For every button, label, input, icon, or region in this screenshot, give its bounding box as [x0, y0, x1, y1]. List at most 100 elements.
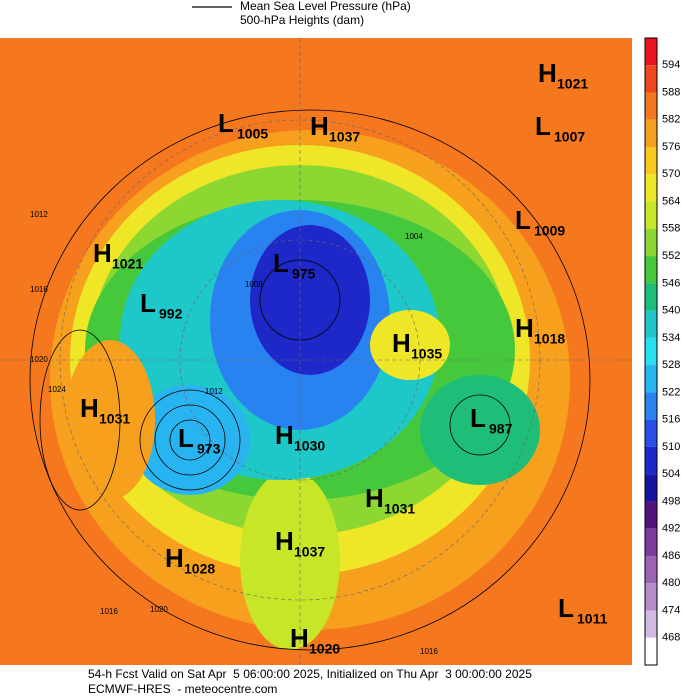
- contour-label: 1024: [48, 385, 66, 394]
- pressure-center: L 992: [140, 288, 183, 322]
- contour-label: 1020: [150, 605, 168, 614]
- isobar: [39, 329, 121, 511]
- pressure-center: L 975: [273, 248, 316, 282]
- isobar: [154, 404, 226, 476]
- legend-text: 500-hPa Heights (dam): [240, 13, 364, 27]
- center-value: 1030: [294, 438, 325, 454]
- colorbar-label: 480: [662, 577, 680, 589]
- pressure-center: H 1031: [80, 393, 130, 427]
- center-value: 987: [489, 421, 513, 437]
- colorbar-swatch: [645, 310, 657, 338]
- contour-label: 1012: [30, 210, 48, 219]
- center-letter: H: [80, 393, 99, 423]
- colorbar-label: 546: [662, 277, 680, 289]
- center-value: 1035: [411, 346, 442, 362]
- colorbar-swatch: [645, 92, 657, 120]
- isobar: [139, 389, 241, 491]
- isobar: [29, 109, 591, 651]
- colorbar-label: 534: [662, 332, 680, 344]
- colorbar-swatch: [645, 501, 657, 529]
- center-value: 1028: [184, 561, 215, 577]
- colorbar-label: 552: [662, 250, 680, 262]
- center-value: 1011: [577, 611, 608, 627]
- colorbar-frame: [644, 37, 658, 666]
- center-value: 1037: [329, 129, 360, 145]
- colorbar-swatch: [645, 147, 657, 175]
- footer-text: 54-h Fcst Valid on Sat Apr 5 06:00:00 20…: [88, 667, 532, 681]
- center-letter: H: [275, 420, 294, 450]
- colorbar-swatch: [645, 174, 657, 202]
- center-letter: L: [535, 111, 551, 141]
- center-value: 1021: [112, 256, 143, 272]
- contour-label: 1012: [205, 387, 223, 396]
- pressure-center: H 1020: [290, 623, 340, 657]
- center-value: 1021: [557, 76, 588, 92]
- colorbar-swatch: [645, 610, 657, 638]
- colorbar-label: 504: [662, 468, 680, 480]
- center-value: 975: [292, 266, 316, 282]
- pressure-center: H 1031: [365, 483, 415, 517]
- colorbar-swatch: [645, 201, 657, 229]
- colorbar-label: 582: [662, 114, 680, 126]
- colorbar-label: 522: [662, 386, 680, 398]
- contour-label: 1004: [405, 232, 423, 241]
- center-value: 992: [159, 306, 183, 322]
- colorbar-label: 576: [662, 141, 680, 153]
- center-letter: L: [273, 248, 289, 278]
- center-value: 1018: [534, 331, 565, 347]
- isobar: [169, 419, 211, 461]
- pressure-center: H 1021: [538, 58, 588, 92]
- center-letter: L: [218, 108, 234, 138]
- contour-label: 1020: [30, 355, 48, 364]
- center-value: 1020: [309, 641, 340, 657]
- pressure-center: H 1018: [515, 313, 565, 347]
- center-letter: H: [365, 483, 384, 513]
- colorbar-swatch: [645, 419, 657, 447]
- colorbar-swatch: [645, 365, 657, 393]
- contour-label: 1016: [30, 285, 48, 294]
- pressure-center: L 1005: [218, 108, 268, 142]
- colorbar-label: 474: [662, 604, 680, 616]
- center-letter: H: [165, 543, 184, 573]
- colorbar-swatch: [645, 228, 657, 257]
- contour-label: 1008: [245, 280, 263, 289]
- center-value: 1037: [294, 544, 325, 560]
- center-letter: H: [538, 58, 557, 88]
- pressure-center: L 1011: [558, 593, 608, 627]
- colorbar-swatch: [645, 256, 657, 284]
- colorbar-label: 540: [662, 305, 680, 317]
- legend-text: Mean Sea Level Pressure (hPa): [240, 0, 411, 13]
- pressure-center: H 1030: [275, 420, 325, 454]
- colorbar-label: 528: [662, 359, 680, 371]
- field: [250, 225, 370, 375]
- center-letter: L: [470, 403, 486, 433]
- colorbar-swatch: [645, 65, 657, 93]
- pressure-center: H 1037: [275, 526, 325, 560]
- center-letter: L: [558, 593, 574, 623]
- center-value: 1007: [554, 129, 585, 145]
- colorbar-swatch: [645, 528, 657, 556]
- field: [240, 470, 340, 650]
- contour-label: 1016: [100, 607, 118, 616]
- center-letter: L: [178, 423, 194, 453]
- colorbar-label: 510: [662, 441, 680, 453]
- pressure-center: L 1009: [515, 205, 565, 239]
- center-value: 1005: [237, 126, 268, 142]
- colorbar-swatch: [645, 474, 657, 502]
- center-letter: H: [392, 328, 411, 358]
- center-letter: L: [515, 205, 531, 235]
- colorbar-label: 486: [662, 550, 680, 562]
- pressure-center: L 987: [470, 403, 513, 437]
- colorbar-swatch: [645, 119, 657, 148]
- center-value: 1031: [384, 501, 415, 517]
- colorbar-swatch: [645, 637, 657, 665]
- colorbar-label: 468: [662, 632, 680, 644]
- center-letter: H: [93, 238, 112, 268]
- center-value: 973: [197, 441, 221, 457]
- colorbar-label: 594: [662, 59, 680, 71]
- colorbar-label: 588: [662, 86, 680, 98]
- center-value: 1009: [534, 223, 565, 239]
- center-value: 1031: [99, 411, 130, 427]
- pressure-center: L 973: [178, 423, 221, 457]
